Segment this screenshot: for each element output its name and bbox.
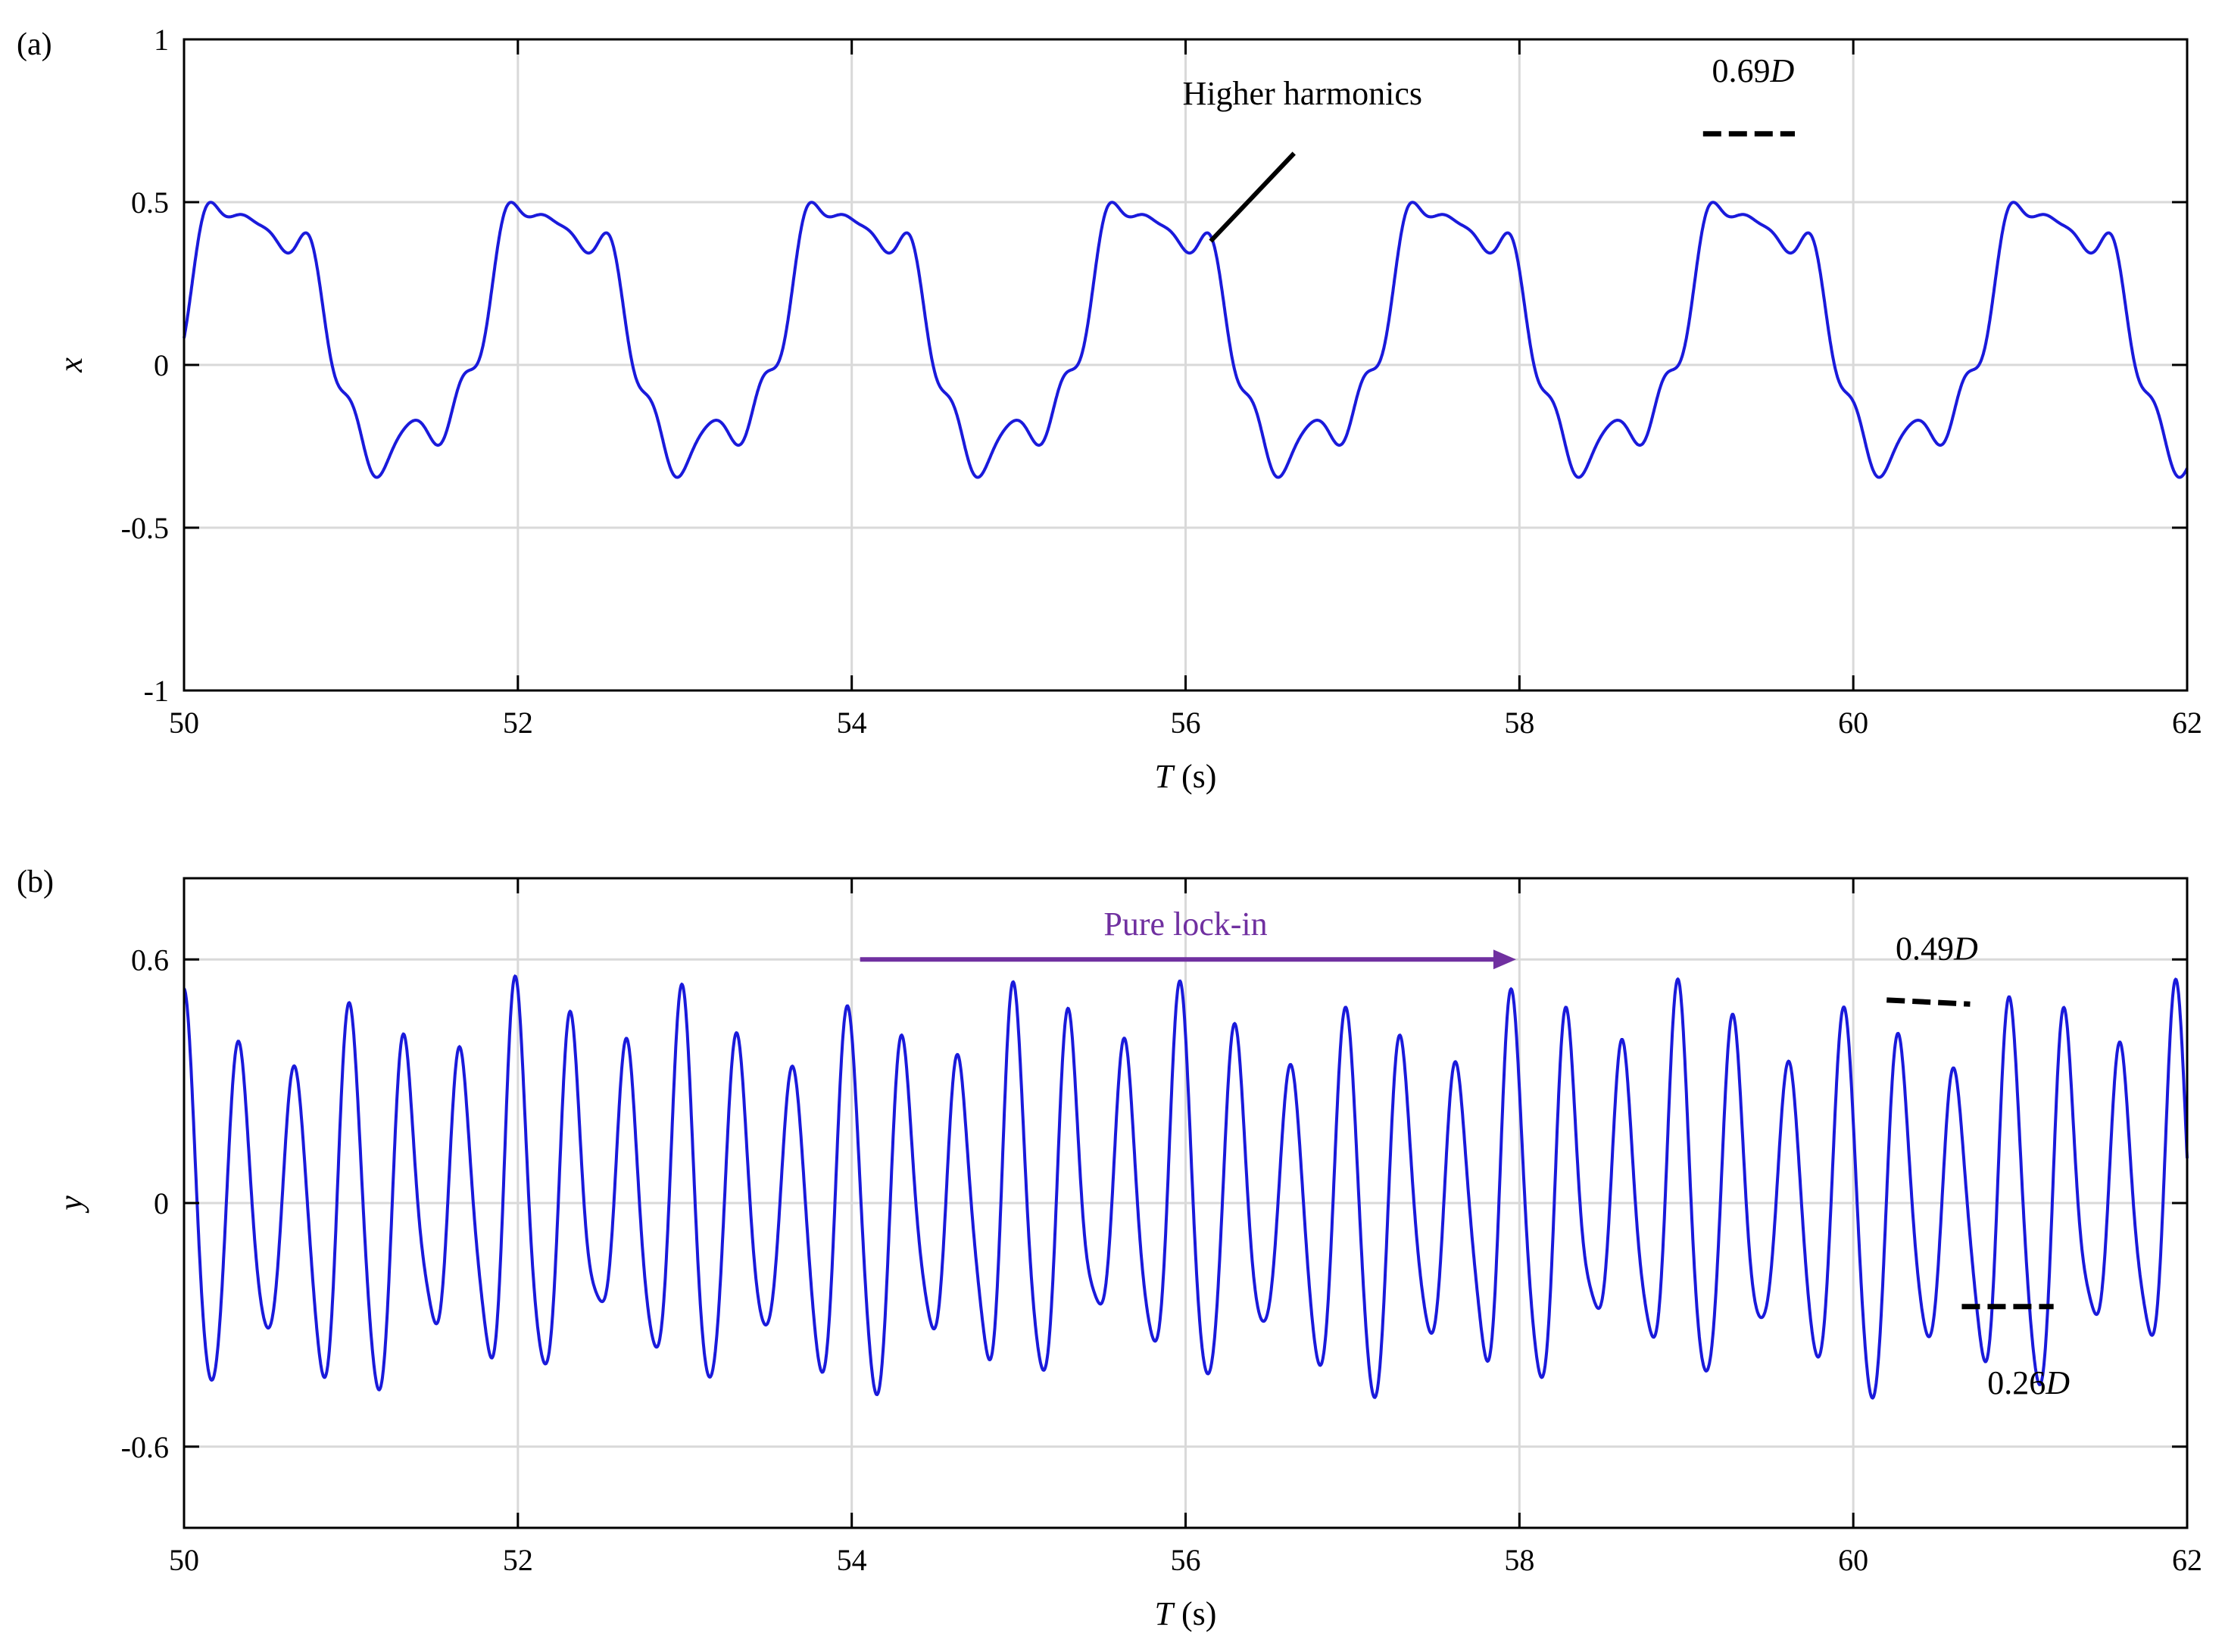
annotation-text: 0.26D	[1987, 1364, 2070, 1401]
x-tick-label: 52	[503, 706, 533, 740]
series-line	[183, 201, 2189, 479]
y-tick-label: 0	[154, 1186, 169, 1220]
annotation-dash	[1886, 997, 1971, 1007]
y-tick-label: 1	[154, 23, 169, 57]
y-axis-label: y	[52, 1195, 89, 1214]
x-tick-label: 58	[1504, 706, 1534, 740]
y-tick-label: -1	[144, 674, 169, 708]
y-tick-label: 0.5	[131, 185, 169, 220]
annotation-text: 0.49D	[1896, 930, 1978, 967]
panel-b: 50 52 54 56 58 60 62 -0.6 0 0.6 (b) T (s) y Pure lock…	[17, 865, 2202, 1632]
y-axis-label: x	[52, 357, 89, 373]
y-tick-label: -0.6	[121, 1430, 169, 1464]
y-tick-label: 0.6	[131, 943, 169, 977]
x-tick-label: 54	[837, 706, 867, 740]
x-tick-label: 52	[503, 1543, 533, 1577]
series-line	[183, 974, 2189, 1400]
x-axis-label: T (s)	[1155, 1595, 1217, 1632]
x-tick-label: 54	[837, 1543, 867, 1577]
x-tick-label: 56	[1171, 1543, 1201, 1577]
x-tick-label: 60	[1838, 706, 1868, 740]
y-tick-label: 0	[154, 348, 169, 382]
x-tick-label: 56	[1171, 706, 1201, 740]
panel-a: 50 52 54 56 58 60 62 -1 -0.5 0 0.5 1 (a) T (s) x Higher…	[17, 23, 2202, 795]
x-tick-label: 58	[1504, 1543, 1534, 1577]
x-tick-label: 60	[1838, 1543, 1868, 1577]
x-tick-label: 50	[169, 706, 199, 740]
annotation-text: 0.69D	[1712, 52, 1795, 89]
y-tick-label: -0.5	[121, 511, 169, 545]
annotation-text: Higher harmonics	[1183, 75, 1422, 112]
x-tick-label: 62	[2172, 706, 2202, 740]
annotation-arrow-head	[1493, 949, 1516, 970]
annotation-text: Pure lock-in	[1103, 905, 1267, 943]
x-axis-label: T (s)	[1155, 758, 1217, 795]
panel-label: (b)	[17, 865, 54, 899]
panel-label: (a)	[17, 27, 52, 62]
x-tick-label: 62	[2172, 1543, 2202, 1577]
annotation-pointer	[1209, 151, 1296, 243]
x-tick-label: 50	[169, 1543, 199, 1577]
